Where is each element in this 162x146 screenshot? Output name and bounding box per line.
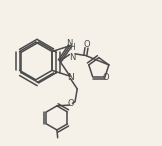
Text: O: O bbox=[67, 99, 74, 108]
Text: N: N bbox=[67, 73, 74, 82]
Text: H: H bbox=[70, 43, 75, 52]
Text: N: N bbox=[69, 53, 76, 62]
Text: O: O bbox=[103, 73, 110, 82]
Text: O: O bbox=[83, 40, 90, 49]
Text: N: N bbox=[66, 39, 72, 47]
